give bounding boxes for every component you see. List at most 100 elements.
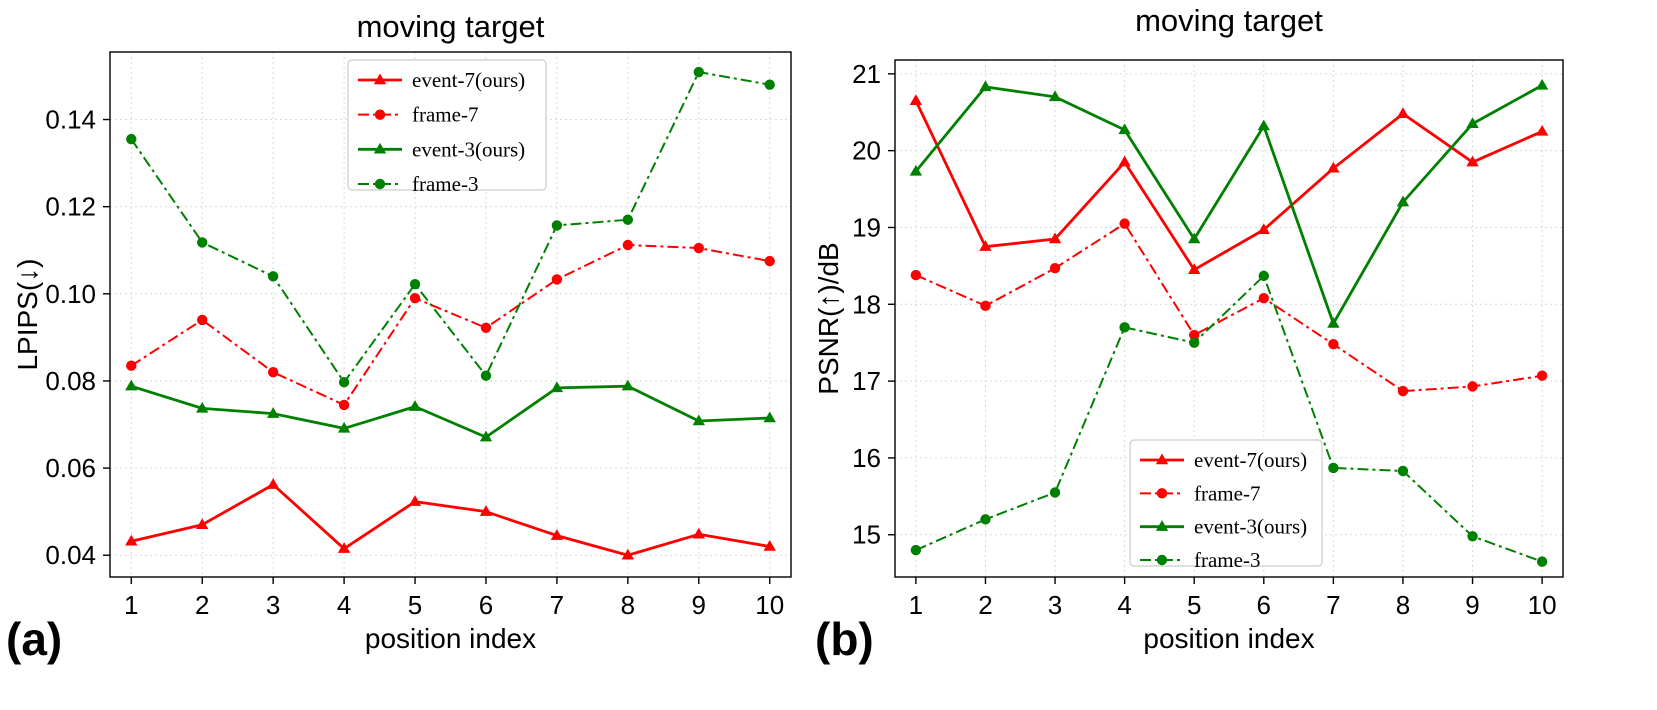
chart-a-series-frame-3-point xyxy=(126,133,137,145)
chart-a-x-tick-label: 8 xyxy=(621,590,635,620)
chart-b-x-tick-label: 5 xyxy=(1187,590,1201,620)
chart-b-x-tick-label: 7 xyxy=(1326,590,1340,620)
chart-b-x-tick-label: 3 xyxy=(1048,590,1062,620)
chart-b-series-frame-7-point xyxy=(1258,292,1269,304)
chart-b-x-tick-label: 9 xyxy=(1465,590,1479,620)
chart-b-series-frame-7-point xyxy=(1467,381,1478,392)
chart-b-x-axis-title: position index xyxy=(1143,623,1314,654)
chart-a-x-tick-label: 9 xyxy=(692,590,706,620)
chart-b-legend: event-7(ours) frame-7 event-3(ours) frame-3 xyxy=(1129,439,1323,572)
chart-b-series-frame-3-point xyxy=(1467,531,1478,542)
chart-a-legend-box xyxy=(347,59,547,191)
chart-a-y-tick-label: 0.10 xyxy=(45,279,96,309)
chart-b-x-tick-label: 10 xyxy=(1528,590,1557,620)
chart-b-legend-marker xyxy=(1156,554,1168,566)
chart-b-y-tick-label: 18 xyxy=(852,289,881,319)
chart-b-legend-marker xyxy=(1155,453,1169,465)
chart-b-x-tick-label: 1 xyxy=(909,590,923,620)
chart-b-legend-box xyxy=(1129,439,1323,567)
chart-b-legend-label: frame-3 xyxy=(1194,548,1260,572)
chart-a-x-axis-title: position index xyxy=(365,623,536,654)
chart-a-series-frame-3-point xyxy=(622,214,634,225)
chart-a-series-frame-3-point xyxy=(197,237,208,248)
chart-b-x-tick-label: 4 xyxy=(1117,590,1131,620)
chart-b-y-tick-label: 20 xyxy=(852,136,881,166)
chart-a-series-event-7-ours-point xyxy=(125,534,138,546)
chart-b-series-event-3-ours-point xyxy=(1118,123,1131,135)
chart-b-series-frame-3-point xyxy=(910,544,922,556)
chart-a-series-frame-7-point xyxy=(197,314,208,326)
chart-b-legend-marker xyxy=(1156,488,1168,499)
chart-b-series-frame-3-point xyxy=(1536,556,1548,567)
chart-a-series-event-7-ours-point xyxy=(196,518,209,529)
chart-b-series-frame-7-point xyxy=(1397,385,1409,397)
chart-b-y-axis-title: PSNR(↑)/dB xyxy=(813,242,844,394)
chart-b-plot-frame xyxy=(894,59,1564,578)
chart-b-series-event-7-ours-point xyxy=(909,94,923,105)
chart-b-x-tick-label: 8 xyxy=(1396,590,1410,620)
chart-a-series-frame-7-point xyxy=(409,292,421,304)
chart-a-series-event-7-ours-point xyxy=(550,529,564,540)
chart-a-series-event-7-ours-point xyxy=(266,478,280,489)
chart-a-legend-marker xyxy=(373,142,387,154)
chart-b-series-frame-7-point xyxy=(1328,339,1339,350)
chart-b-legend-label: event-7(ours) xyxy=(1194,448,1307,472)
chart-b-panel-label: (b) xyxy=(815,613,874,665)
chart-a-series-event-7-ours-point xyxy=(621,548,635,560)
chart-a-series-event-7-ours-point xyxy=(763,540,776,551)
chart-a-x-tick-label: 3 xyxy=(266,590,280,620)
chart-a-series-event-3-ours-point xyxy=(621,379,635,391)
chart-b-series-frame-3-point xyxy=(1189,337,1200,348)
chart-a-series-frame-3-point xyxy=(693,66,704,78)
chart-b-series-event-7-ours-point xyxy=(1048,232,1062,244)
chart-b-series-event-3-ours-point xyxy=(1396,195,1410,207)
chart-b-series-frame-3-point xyxy=(1328,462,1339,474)
chart-b-series-frame-3-line xyxy=(915,274,1543,563)
chart-a-series-frame-7-point xyxy=(480,322,492,333)
chart-a-x-tick-label: 7 xyxy=(550,590,564,620)
chart-b-y-tick-label: 21 xyxy=(852,59,881,89)
chart-a-panel-label: (a) xyxy=(6,613,62,665)
chart-a-y-tick-label: 0.06 xyxy=(45,453,96,483)
chart-a-x-tick-label: 2 xyxy=(195,590,209,620)
chart-b-series-frame-7-point xyxy=(1049,262,1061,274)
chart-a-series-event-3-ours-point xyxy=(408,400,422,411)
chart-b-series-event-7-ours-point xyxy=(1466,155,1479,167)
chart-b-series-frame-7-point xyxy=(980,300,991,312)
chart-a-x-tick-label: 6 xyxy=(479,590,493,620)
chart-a-legend-label: frame-7 xyxy=(412,103,478,127)
chart-a-series-event-3-ours-point xyxy=(337,421,351,433)
chart-b-series-event-7-ours-point xyxy=(1118,155,1131,167)
chart-a-x-tick-label: 1 xyxy=(124,590,138,620)
chart-b-series-frame-7-point xyxy=(1119,218,1130,229)
chart-b-title: moving target xyxy=(1135,3,1323,38)
chart-a-series-frame-3-point xyxy=(267,271,279,282)
chart-a-y-tick-label: 0.12 xyxy=(45,192,96,222)
chart-b-legend-label: event-3(ours) xyxy=(1194,515,1307,539)
chart-b-series-event-3-ours-point xyxy=(909,164,923,176)
chart-a-y-tick-label: 0.14 xyxy=(45,105,96,135)
chart-b-series-event-7-ours-line xyxy=(914,100,1543,272)
chart-a-series-event-7-ours-point xyxy=(408,495,422,506)
chart-b-y-tick-label: 19 xyxy=(852,212,881,242)
chart-a-series-frame-3-point xyxy=(338,377,350,388)
chart-b-series-event-3-ours-point xyxy=(979,80,992,92)
chart-a-series-event-3-ours-point xyxy=(763,411,776,423)
chart-a-series-event-7-ours-line xyxy=(130,483,770,557)
chart-b-legend-marker xyxy=(1155,520,1169,531)
chart-a-series-event-3-ours-point xyxy=(196,401,209,413)
chart-b-series-frame-7-point xyxy=(1189,329,1200,341)
chart-b-legend-label: frame-7 xyxy=(1194,481,1260,505)
chart-a-legend-label: event-7(ours) xyxy=(412,68,525,92)
chart-a-series-frame-7-line xyxy=(130,244,770,406)
chart-a-legend-marker xyxy=(373,73,387,85)
chart-b-y-tick-label: 16 xyxy=(852,443,881,473)
chart-b-series-event-3-ours-point xyxy=(1257,119,1270,131)
chart-b-series-frame-3-point xyxy=(1119,322,1130,333)
chart-b-x-tick-label: 2 xyxy=(978,590,992,620)
chart-a-series-frame-7-point xyxy=(126,360,137,371)
chart-a-series-event-3-ours-point xyxy=(125,379,138,391)
chart-b-series-event-7-ours-point xyxy=(1396,107,1410,118)
chart-b-series-event-7-ours-point xyxy=(1257,223,1270,234)
